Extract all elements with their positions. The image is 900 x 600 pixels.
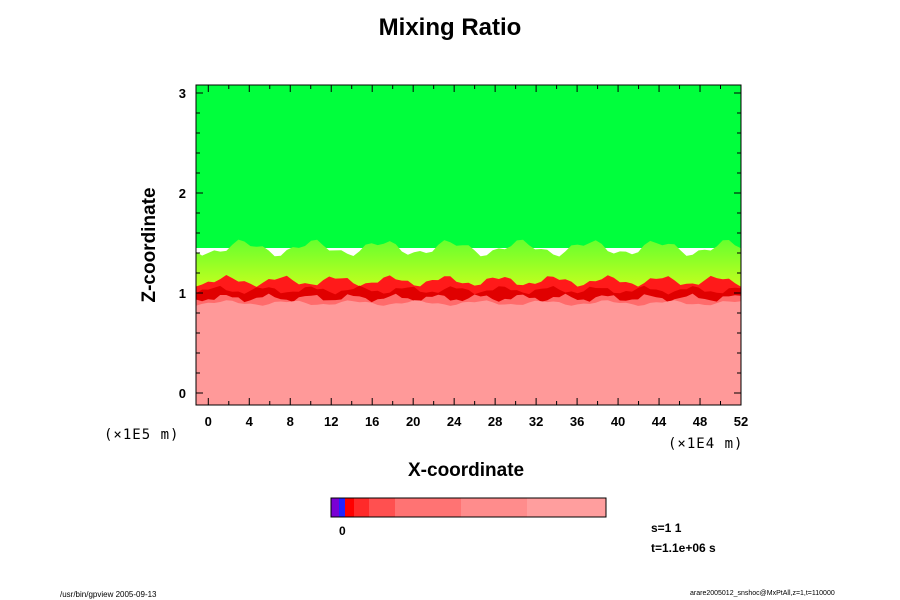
footer-source: arare2005012_snshoc@MxPtAll,z=1,t=110000 — [690, 590, 835, 597]
x-tick-label: 0 — [205, 414, 212, 429]
x-tick-label: 20 — [406, 414, 420, 429]
y-tick-label: 2 — [179, 186, 186, 201]
footer-command: /usr/bin/gpview 2005-09-13 — [60, 590, 157, 599]
time-annotation: t=1.1e+06 s — [651, 541, 716, 555]
colorbar-swatch — [395, 498, 461, 517]
x-tick-label: 32 — [529, 414, 543, 429]
chart-title: Mixing Ratio — [378, 14, 522, 41]
colorbar-swatch — [461, 498, 527, 517]
x-tick-label: 44 — [652, 414, 667, 429]
colorbar-swatch — [369, 498, 395, 517]
x-tick-label: 28 — [488, 414, 502, 429]
colorbar — [330, 497, 607, 518]
s-annotation: s=1 1 — [651, 521, 682, 535]
layer-lower — [196, 300, 741, 405]
x-tick-label: 24 — [447, 414, 462, 429]
plot-frame — [195, 84, 742, 406]
y-tick-label: 1 — [179, 286, 186, 301]
colorbar-frame — [330, 497, 607, 518]
y-tick-label: 0 — [179, 386, 186, 401]
x-tick-label: 8 — [287, 414, 294, 429]
y-axis-label: Z-coordinate — [139, 187, 160, 303]
colorbar-swatch — [345, 498, 354, 517]
layer-upper — [196, 85, 741, 248]
plot-area — [195, 84, 742, 406]
x-tick-label: 40 — [611, 414, 625, 429]
x-tick-label: 12 — [324, 414, 338, 429]
x-tick-label: 48 — [693, 414, 707, 429]
x-axis-unit: (×1E4 m) — [668, 436, 744, 452]
colorbar-zero-label: 0 — [339, 524, 346, 538]
x-tick-label: 4 — [246, 414, 254, 429]
x-tick-label: 52 — [734, 414, 748, 429]
x-tick-label: 16 — [365, 414, 379, 429]
y-axis-unit: (×1E5 m) — [104, 427, 180, 443]
x-axis-label: X-coordinate — [408, 460, 525, 481]
colorbar-swatch — [331, 498, 339, 517]
y-tick-label: 3 — [179, 86, 186, 101]
colorbar-swatch — [339, 498, 345, 517]
colorbar-swatch — [527, 498, 606, 517]
x-tick-label: 36 — [570, 414, 584, 429]
colorbar-swatch — [354, 498, 369, 517]
